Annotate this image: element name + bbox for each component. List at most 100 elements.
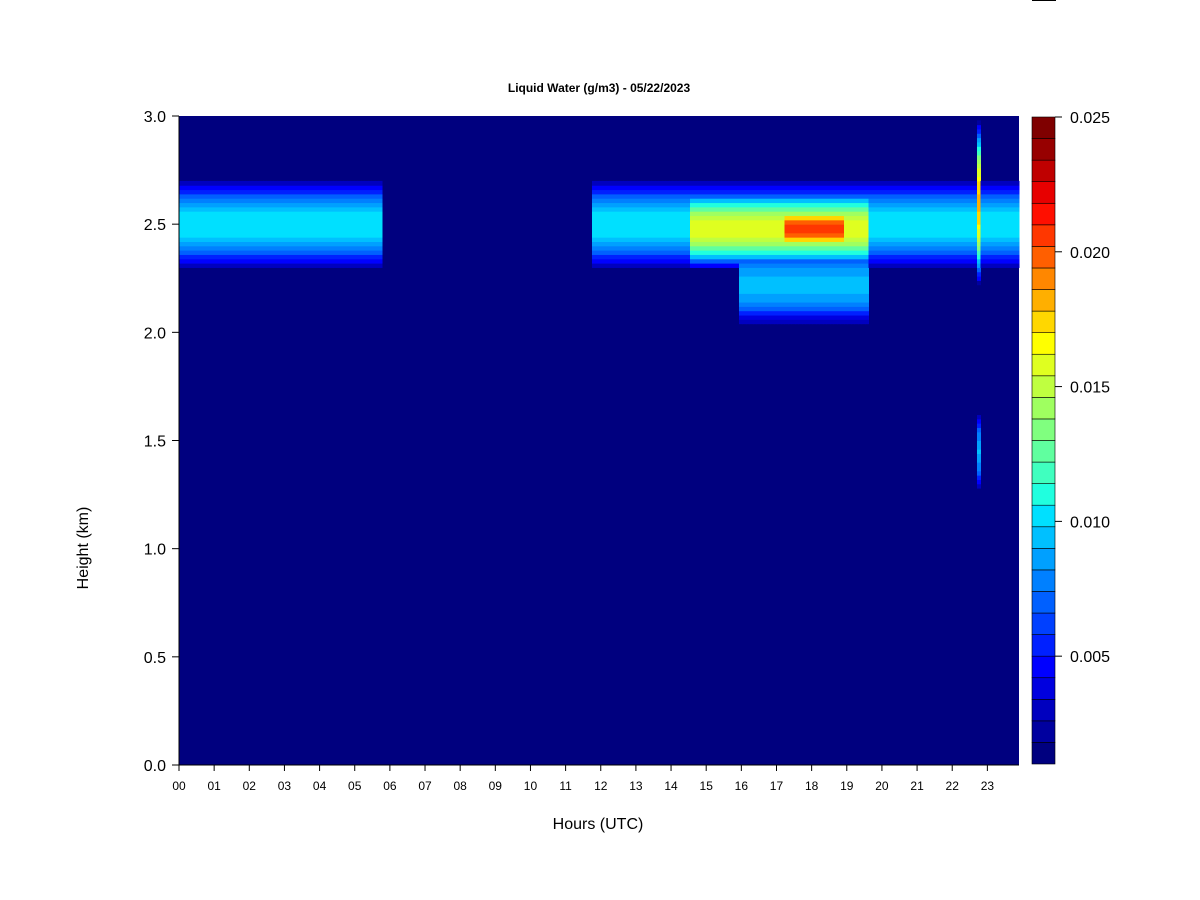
heatmap-cell [914, 232, 918, 238]
heatmap-cell [245, 193, 250, 199]
heatmap-cell [788, 237, 792, 242]
heatmap-cell [361, 198, 365, 204]
heatmap-cell [805, 241, 810, 247]
heatmap-cell [676, 232, 680, 238]
heatmap-cell [816, 185, 820, 191]
heatmap-cell [896, 202, 901, 208]
heatmap-cell [910, 219, 915, 225]
heatmap-cell [336, 215, 341, 221]
heatmap-cell [886, 228, 890, 234]
heatmap-cell [945, 193, 950, 199]
heatmap-cell [837, 250, 841, 255]
heatmap-cell [707, 263, 712, 268]
heatmap-cell [1015, 215, 1020, 221]
heatmap-cell [882, 232, 887, 238]
heatmap-cell [753, 310, 757, 316]
heatmap-cell [623, 237, 628, 242]
colorbar-swatch [1031, 267, 1056, 290]
heatmap-cell [711, 202, 715, 208]
heatmap-cell [193, 263, 197, 268]
heatmap-cell [861, 254, 866, 260]
heatmap-cell [606, 245, 610, 251]
heatmap-cell [819, 263, 824, 268]
heatmap-cell [308, 263, 313, 268]
heatmap-cell [847, 276, 852, 281]
heatmap-cell [844, 250, 848, 255]
heatmap-cell [742, 271, 747, 277]
heatmap-cell [1015, 224, 1020, 229]
heatmap-cell [770, 302, 775, 307]
heatmap-cell [879, 185, 883, 191]
heatmap-cell [378, 189, 383, 195]
heatmap-cell [200, 193, 204, 199]
heatmap-cell [956, 206, 960, 212]
heatmap-cell [1015, 206, 1020, 212]
heatmap-cell [599, 219, 603, 225]
heatmap-cell [833, 319, 838, 325]
heatmap-cell [343, 206, 348, 212]
heatmap-cell [231, 224, 236, 229]
heatmap-cell [784, 276, 789, 281]
heatmap-cell [315, 215, 320, 221]
heatmap-cell [683, 250, 687, 255]
heatmap-cell [966, 250, 971, 255]
heatmap-cell [725, 267, 729, 273]
heatmap-cell [767, 267, 771, 273]
heatmap-cell [319, 185, 323, 191]
heatmap-cell [648, 180, 652, 186]
heatmap-cell [256, 263, 260, 268]
heatmap-cell [623, 180, 628, 186]
heatmap-cell [354, 219, 358, 225]
heatmap-cell [784, 315, 789, 320]
heatmap-cell [805, 258, 810, 264]
heatmap-cell [742, 228, 747, 234]
heatmap-cell [795, 224, 799, 229]
heatmap-cell [336, 189, 341, 195]
heatmap-cell [658, 237, 663, 242]
heatmap-cell [917, 232, 922, 238]
heatmap-cell [231, 258, 236, 264]
heatmap-cell [721, 211, 726, 217]
heatmap-cell [732, 228, 736, 234]
heatmap-cell [602, 198, 607, 204]
heatmap-cell [658, 198, 663, 204]
heatmap-cell [259, 241, 264, 247]
heatmap-cell [1001, 250, 1006, 255]
heatmap-cell [865, 258, 869, 264]
heatmap-cell [896, 254, 901, 260]
heatmap-cell [707, 219, 712, 225]
heatmap-cell [924, 202, 929, 208]
heatmap-cell [854, 232, 859, 238]
heatmap-cell [977, 440, 981, 446]
heatmap-cell [837, 224, 841, 229]
y-tick-label: 2.5 [144, 217, 166, 234]
heatmap-cell [924, 245, 929, 251]
heatmap-cell [756, 276, 761, 281]
heatmap-cell [749, 219, 754, 225]
heatmap-cell [861, 263, 866, 268]
heatmap-cell [767, 237, 771, 242]
heatmap-cell [921, 237, 925, 242]
heatmap-cell [1008, 232, 1013, 238]
heatmap-cell [294, 254, 299, 260]
heatmap-cell [921, 180, 925, 186]
heatmap-cell [987, 193, 992, 199]
heatmap-cell [277, 215, 281, 221]
heatmap-cell [655, 224, 659, 229]
heatmap-cell [798, 250, 803, 255]
heatmap-cell [805, 293, 810, 299]
heatmap-cell [798, 258, 803, 264]
heatmap-cell [844, 185, 848, 191]
heatmap-cell [595, 250, 600, 255]
heatmap-cell [287, 241, 292, 247]
heatmap-cell [952, 250, 957, 255]
heatmap-cell [242, 193, 246, 199]
heatmap-cell [781, 315, 785, 320]
heatmap-cell [217, 245, 222, 251]
heatmap-cell [900, 263, 904, 268]
heatmap-cell [998, 206, 1002, 212]
heatmap-cell [980, 193, 985, 199]
heatmap-cell [179, 224, 183, 229]
heatmap-cell [329, 254, 334, 260]
heatmap-cell [693, 228, 698, 234]
